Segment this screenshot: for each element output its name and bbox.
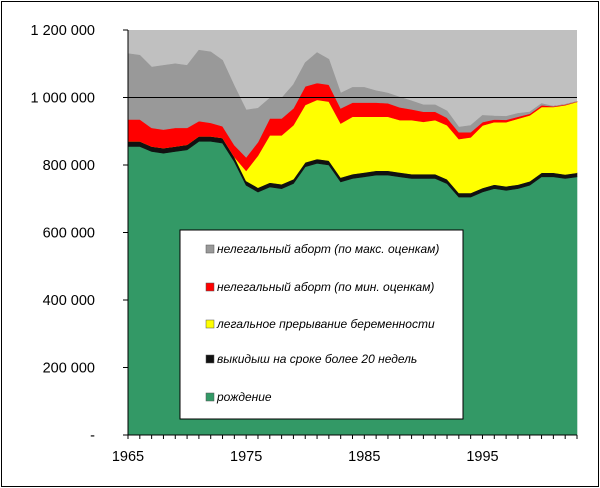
legend-label-illegal-min: нелегальный аборт (по мин. оценкам) — [217, 280, 434, 294]
y-tick-label: 800 000 — [43, 158, 95, 174]
legend-swatch-miscarriage — [205, 354, 215, 364]
legend-swatch-illegal-min — [205, 282, 215, 292]
legend-label-legal: легальное прерывание беременности — [216, 317, 435, 331]
legend-swatch-legal — [205, 319, 215, 329]
y-axis: - 200 000 400 000 600 000 800 000 1 000 000 1 … — [30, 23, 128, 444]
legend-label-miscarriage: выкидыш на сроке более 20 недель — [217, 352, 417, 366]
area-series-4 — [127, 49, 578, 158]
x-axis: 1965 1975 1985 1995 — [112, 435, 578, 465]
y-tick-label: 600 000 — [43, 226, 95, 242]
legend: нелегальный аборт (по макс. оценкам) нел… — [179, 229, 464, 420]
y-tick-label: 1 200 000 — [30, 23, 95, 39]
legend-label-birth: рождение — [216, 390, 272, 404]
x-tick-label: 1995 — [466, 449, 498, 465]
y-tick-label: 200 000 — [43, 361, 95, 377]
x-tick-label: 1965 — [112, 449, 144, 465]
legend-box — [179, 229, 464, 420]
x-tick-label: 1975 — [230, 449, 262, 465]
y-tick-label: 400 000 — [43, 293, 95, 309]
x-tick-label: 1985 — [348, 449, 380, 465]
legend-label-illegal-max: нелегальный аборт (по макс. оценкам) — [217, 242, 439, 256]
y-tick-label: 1 000 000 — [30, 91, 95, 107]
legend-swatch-birth — [205, 392, 215, 402]
legend-swatch-illegal-max — [205, 244, 215, 254]
y-tick-label: - — [90, 428, 95, 444]
